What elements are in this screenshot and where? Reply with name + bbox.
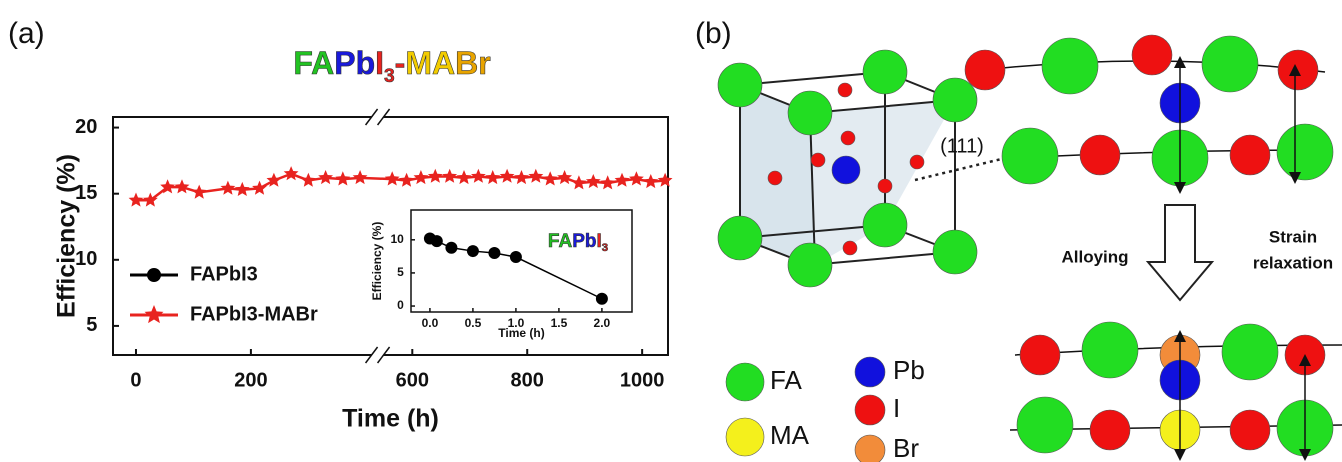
atom [1230,410,1270,450]
point [596,293,608,305]
legend-label: FAPbI3 [190,263,258,285]
x-tick-label: 0.5 [465,316,482,330]
panel-label: (b) [695,17,732,50]
atom [718,63,762,107]
legend-label: Pb [893,355,925,385]
point [510,251,522,263]
x-tick-label: 200 [234,369,267,391]
atom [933,78,977,122]
atom [1020,335,1060,375]
atom [1002,128,1058,184]
point [467,245,479,257]
atom [832,156,860,184]
legend-label: MA [770,420,810,450]
y-tick-label: 5 [86,314,97,336]
y-tick-label: 20 [75,116,97,138]
atom [768,171,782,185]
chart-title: FAPbI3-MABr [293,45,490,86]
x-axis-label: Time (h) [342,405,439,433]
y-tick-label: 5 [397,265,404,279]
x-tick-label: 600 [396,369,429,391]
figure: (a) (b) (111) Alloying Strain relaxation… [0,0,1342,462]
atom [855,357,885,387]
x-axis-label: Time (h) [498,326,544,340]
panel-label: (a) [8,17,45,50]
atom [965,50,1005,90]
atom [726,363,764,401]
atom [1132,35,1172,75]
atom [1017,397,1073,453]
legend-label: FAPbI3-MABr [190,303,318,325]
y-axis-label: Efficiency (%) [53,154,81,318]
atom [1082,322,1138,378]
chart-title: FAPbI3 [548,231,608,254]
x-tick-label: 0.0 [422,316,439,330]
y-axis-label: Efficiency (%) [370,222,384,301]
diagram: (111) Alloying Strain relaxation FA MA P… [718,35,1342,462]
atom [1080,135,1120,175]
atom [1222,324,1278,380]
y-tick-label: 10 [390,232,404,246]
atom [1042,38,1098,94]
atom [843,241,857,255]
atom [1230,135,1270,175]
big-arrow [1148,205,1212,300]
legend-marker [147,268,161,282]
x-tick-label: 1000 [620,369,665,391]
y-tick-label: 0 [397,298,404,312]
atom [788,91,832,135]
point [445,242,457,254]
legend-label: I [893,393,900,423]
arrow-label: Alloying [1061,247,1128,266]
side-label: Strain [1269,227,1317,246]
atom [811,153,825,167]
plane-label: (111) [940,135,984,157]
atom [910,155,924,169]
x-tick-label: 2.0 [594,316,611,330]
point [431,235,443,247]
atom [841,131,855,145]
legend-label: Br [893,433,919,462]
side-label: relaxation [1253,253,1333,272]
atom [838,83,852,97]
atom [933,230,977,274]
atom [878,179,892,193]
atom [855,395,885,425]
atom [863,50,907,94]
atom [863,203,907,247]
point [488,247,500,259]
x-tick-label: 800 [511,369,544,391]
x-tick-label: 1.5 [551,316,568,330]
atom [1202,36,1258,92]
atom [855,435,885,462]
x-tick-label: 0 [130,369,141,391]
atom [1090,410,1130,450]
atom [788,243,832,287]
atom [1277,124,1333,180]
atom [718,216,762,260]
atom [1278,50,1318,90]
legend-label: FA [770,365,802,395]
atom [726,418,764,456]
